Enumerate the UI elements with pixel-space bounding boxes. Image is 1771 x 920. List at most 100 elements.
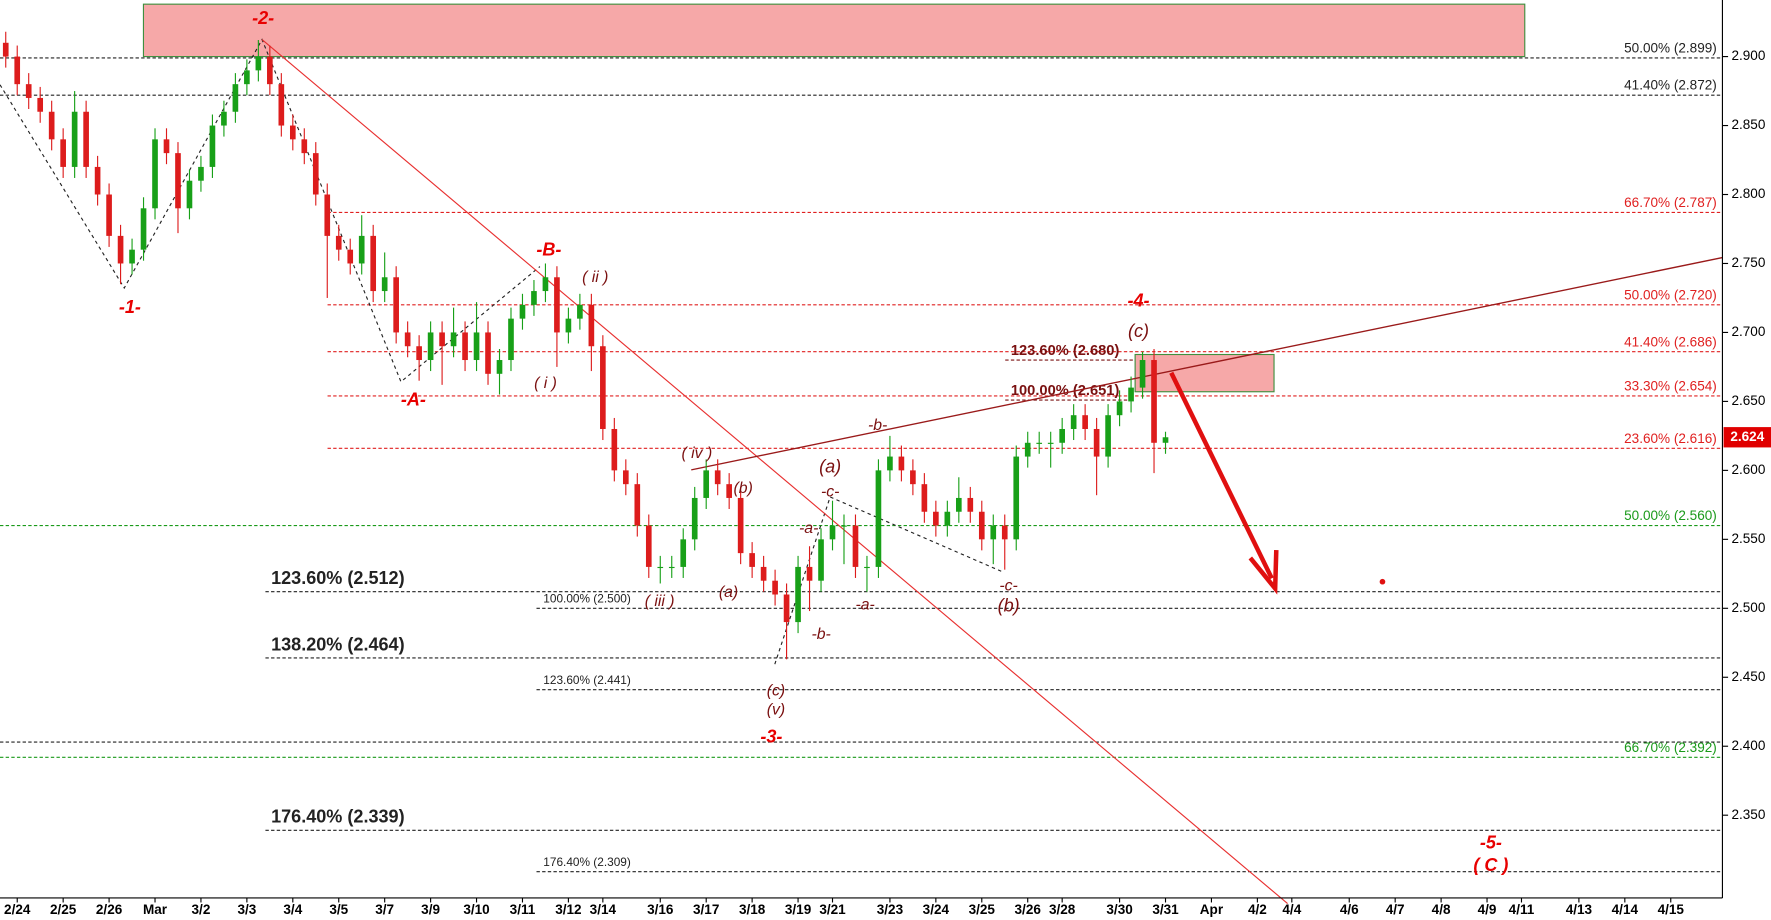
x-tick-label: 3/5 bbox=[329, 902, 348, 917]
candle-body bbox=[737, 497, 744, 554]
x-tick-label: 4/6 bbox=[1340, 902, 1359, 917]
x-tick-label: 3/19 bbox=[785, 902, 812, 917]
candle-body bbox=[519, 304, 526, 319]
candle-body bbox=[978, 511, 985, 540]
candle-body bbox=[910, 470, 916, 485]
candle-body bbox=[358, 235, 365, 264]
candle-body bbox=[404, 332, 411, 347]
level-label: 123.60% (2.680) bbox=[1011, 343, 1120, 359]
wave-label: (a) bbox=[719, 584, 738, 601]
wave-label: ( iv ) bbox=[682, 445, 713, 462]
x-tick-label: 3/30 bbox=[1106, 902, 1132, 917]
candle-body bbox=[301, 139, 308, 154]
candle-body bbox=[175, 153, 181, 209]
candle-body bbox=[485, 332, 491, 374]
level-label: 123.60% (2.512) bbox=[271, 568, 405, 588]
level-label: 50.00% (2.560) bbox=[1624, 508, 1717, 523]
candle-body bbox=[783, 594, 790, 623]
candle-body bbox=[1116, 401, 1123, 416]
forecast-arrow bbox=[1169, 371, 1274, 580]
candle-body bbox=[439, 332, 445, 347]
wave-label: (v) bbox=[767, 702, 785, 719]
x-tick-label: 4/11 bbox=[1509, 902, 1535, 917]
x-tick-label: 3/10 bbox=[463, 902, 489, 917]
candle-body bbox=[852, 525, 859, 567]
candle-body bbox=[1024, 442, 1031, 457]
candle-body bbox=[60, 139, 66, 167]
candle-body bbox=[25, 84, 32, 98]
candle-body bbox=[14, 56, 21, 85]
drawings bbox=[0, 38, 1723, 905]
candle-body bbox=[588, 304, 595, 347]
y-tick-label: 2.650 bbox=[1731, 393, 1765, 408]
candle-body bbox=[198, 166, 204, 181]
trend-line bbox=[691, 256, 1723, 471]
candle-body bbox=[289, 125, 296, 140]
candle-body bbox=[1105, 415, 1111, 457]
wave-label: -c- bbox=[999, 577, 1017, 594]
wave-label: (b) bbox=[998, 595, 1020, 615]
x-tick-label: 3/16 bbox=[647, 902, 674, 917]
wave-label: -2- bbox=[252, 8, 274, 28]
candle-body bbox=[267, 56, 273, 85]
candle-body bbox=[278, 84, 285, 126]
level-label: 138.20% (2.464) bbox=[271, 634, 405, 654]
annotations: -2- -1- -A- -B- -3- -4- -5- ( C ) ( ii )… bbox=[119, 8, 1509, 875]
wave-label: -b- bbox=[868, 417, 887, 434]
x-tick-label: 3/11 bbox=[510, 902, 536, 917]
x-tick-label: 2/26 bbox=[96, 902, 123, 917]
level-label: 50.00% (2.899) bbox=[1624, 40, 1717, 55]
x-tick-label: 3/18 bbox=[739, 902, 766, 917]
x-tick-label: 3/25 bbox=[969, 902, 996, 917]
wave-label: (c) bbox=[767, 682, 785, 699]
wave-label: -5- bbox=[1480, 833, 1502, 853]
candle-body bbox=[554, 277, 560, 333]
trend-line bbox=[261, 39, 1288, 905]
candle-body bbox=[2, 42, 9, 57]
level-label: 50.00% (2.720) bbox=[1624, 287, 1717, 302]
candle-body bbox=[1047, 442, 1054, 444]
candle-body bbox=[1070, 415, 1077, 429]
candle-body bbox=[749, 553, 755, 567]
wave-label: (c) bbox=[1128, 321, 1149, 341]
forecast-arrowhead bbox=[1248, 550, 1279, 595]
candle-body bbox=[944, 511, 951, 526]
candle-body bbox=[140, 208, 147, 250]
candle-body bbox=[1059, 428, 1065, 443]
candle-body bbox=[163, 139, 170, 154]
candle-body bbox=[668, 566, 675, 569]
y-tick-label: 2.750 bbox=[1731, 255, 1765, 270]
candle-body bbox=[221, 111, 227, 126]
y-tick-label: 2.800 bbox=[1731, 186, 1765, 201]
wave-label: (a) bbox=[819, 456, 841, 476]
x-tick-label: 3/3 bbox=[237, 902, 256, 917]
candle-body bbox=[1162, 437, 1169, 443]
candle-body bbox=[795, 566, 801, 623]
candle-body bbox=[841, 525, 847, 527]
candle-body bbox=[760, 566, 767, 581]
candle-body bbox=[565, 318, 572, 333]
x-tick-label: 3/12 bbox=[555, 902, 581, 917]
wave-label: -4- bbox=[1127, 290, 1149, 310]
candle-body bbox=[152, 139, 158, 209]
x-tick-label: 4/7 bbox=[1386, 902, 1405, 917]
candle-body bbox=[818, 539, 824, 581]
level-label: 66.70% (2.392) bbox=[1624, 740, 1717, 755]
y-tick-label: 2.850 bbox=[1731, 117, 1765, 132]
y-tick-label: 2.600 bbox=[1731, 462, 1765, 477]
candle-body bbox=[1013, 456, 1020, 540]
candle-body bbox=[622, 470, 629, 485]
marker-dot bbox=[1379, 578, 1386, 585]
x-tick-label: 4/15 bbox=[1658, 902, 1685, 917]
level-label: 41.40% (2.872) bbox=[1624, 78, 1717, 93]
level-label: 23.60% (2.616) bbox=[1624, 431, 1717, 446]
wave-label: -a- bbox=[856, 597, 875, 614]
candle-body bbox=[921, 484, 928, 512]
x-tick-label: 4/14 bbox=[1612, 902, 1639, 917]
wave-label: ( iii ) bbox=[645, 593, 675, 610]
candle-body bbox=[829, 525, 836, 540]
price-zone bbox=[142, 3, 1526, 58]
